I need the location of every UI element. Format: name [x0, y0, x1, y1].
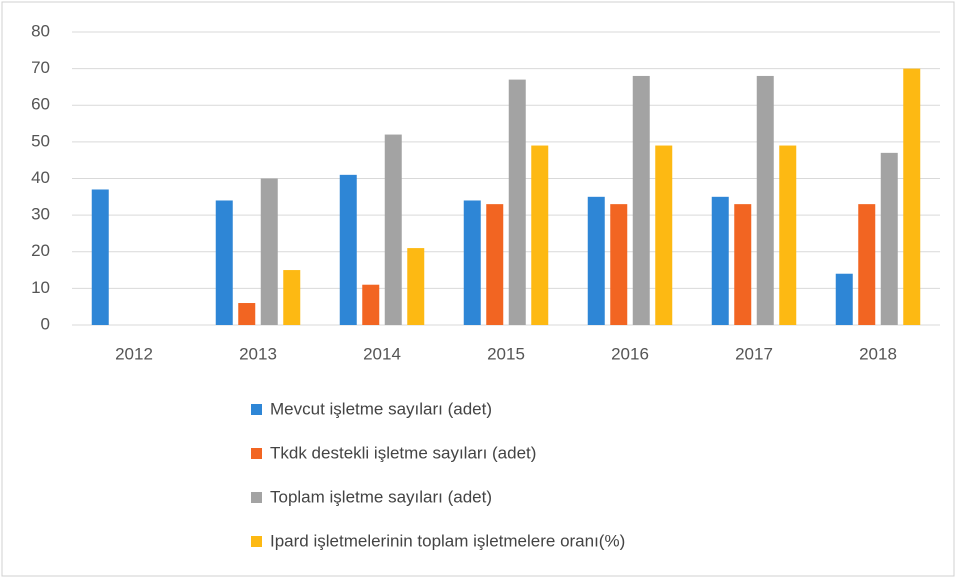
bar: [260, 178, 278, 325]
y-tick-label: 30: [31, 205, 50, 224]
bar: [91, 189, 109, 325]
y-tick-label: 0: [41, 314, 50, 333]
legend-label: Tkdk destekli işletme sayıları (adet): [270, 443, 536, 462]
bar: [610, 204, 628, 325]
y-tick-label: 60: [31, 95, 50, 114]
bar: [384, 134, 402, 325]
y-tick-label: 50: [31, 131, 50, 150]
bar: [756, 75, 774, 325]
y-tick-label: 40: [31, 168, 50, 187]
bar: [508, 79, 526, 325]
bar: [463, 200, 481, 325]
bar: [655, 145, 673, 325]
bar: [407, 248, 425, 325]
bar: [711, 196, 729, 325]
x-tick-label: 2013: [239, 344, 277, 363]
bar: [632, 75, 650, 325]
bar: [215, 200, 233, 325]
legend-swatch: [251, 404, 262, 415]
legend-label: Mevcut işletme sayıları (adet): [270, 399, 492, 418]
bar: [486, 204, 504, 325]
legend-swatch: [251, 492, 262, 503]
bar: [880, 152, 898, 325]
bar: [238, 303, 256, 325]
bar: [587, 196, 605, 325]
bar: [779, 145, 797, 325]
legend-label: Ipard işletmelerinin toplam işletmelere …: [270, 531, 625, 550]
bar: [835, 273, 853, 325]
x-tick-label: 2015: [487, 344, 525, 363]
x-tick-label: 2014: [363, 344, 401, 363]
bar: [339, 174, 357, 325]
y-tick-label: 80: [31, 21, 50, 40]
x-tick-label: 2012: [115, 344, 153, 363]
legend-swatch: [251, 448, 262, 459]
bar: [531, 145, 549, 325]
bar: [858, 204, 876, 325]
legend: Mevcut işletme sayıları (adet) Tkdk deste…: [251, 399, 625, 550]
bar: [734, 204, 752, 325]
x-tick-label: 2017: [735, 344, 773, 363]
legend-swatch: [251, 536, 262, 547]
bar: [283, 270, 301, 325]
y-tick-label: 20: [31, 241, 50, 260]
y-tick-label: 70: [31, 58, 50, 77]
legend-label: Toplam işletme sayıları (adet): [270, 487, 492, 506]
bar: [362, 284, 380, 325]
y-tick-label: 10: [31, 278, 50, 297]
x-tick-label: 2016: [611, 344, 649, 363]
x-tick-label: 2018: [859, 344, 897, 363]
bar: [903, 68, 921, 325]
